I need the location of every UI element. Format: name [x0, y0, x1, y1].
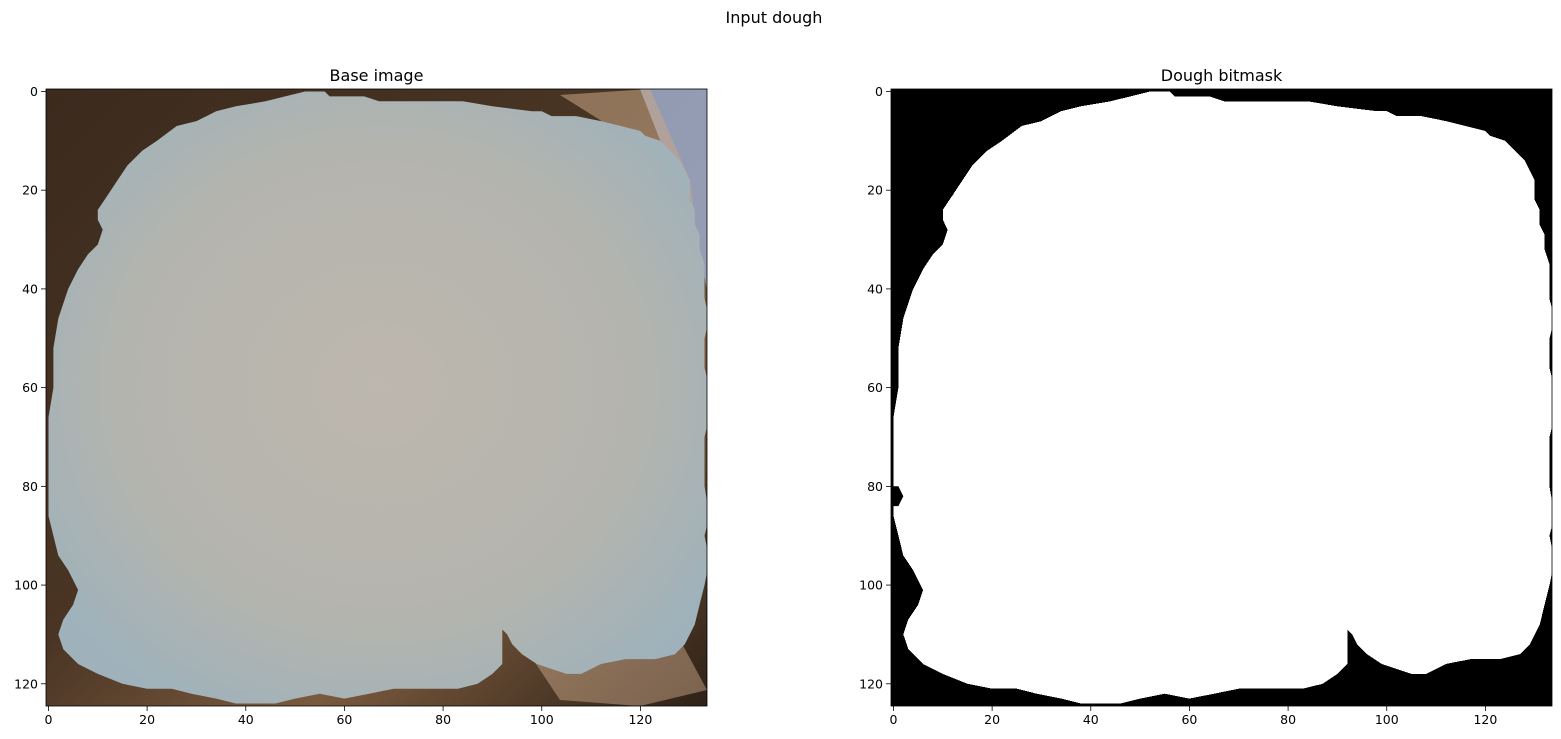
- image-top-right-surface: [640, 89, 707, 290]
- xtick-label-left-40: 40: [238, 712, 254, 727]
- axis-ticks-left: 0 20 40 60 80 100 120 0 20 40 60 80 100 120: [14, 84, 652, 727]
- ytick-label-right-20: 20: [867, 183, 883, 198]
- ytick-label-left-120: 120: [14, 676, 38, 691]
- xtick-label-right-60: 60: [1181, 712, 1197, 727]
- xtick-label-left-0: 0: [44, 712, 52, 727]
- xtick-label-left-80: 80: [435, 712, 451, 727]
- ytick-label-left-40: 40: [22, 281, 38, 296]
- xtick-label-left-120: 120: [628, 712, 652, 727]
- mask-foreground: [893, 91, 1552, 704]
- ytick-label-left-20: 20: [22, 183, 38, 198]
- xtick-label-right-0: 0: [889, 712, 897, 727]
- image-dough: [48, 91, 707, 704]
- ytick-label-left-60: 60: [22, 380, 38, 395]
- xtick-label-left-100: 100: [530, 712, 554, 727]
- xtick-label-left-60: 60: [336, 712, 352, 727]
- axes-frame-left: [45, 88, 708, 707]
- axis-ticks-right: 0 20 40 60 80 100 120 0 20 40 60 80 100 120: [859, 84, 1497, 727]
- ytick-label-right-0: 0: [875, 84, 883, 99]
- panel-dough-bitmask: Dough bitmask 0 20 40 60 80 100 120 0 20 40 60 80 10…: [859, 66, 1553, 727]
- xtick-label-right-80: 80: [1280, 712, 1296, 727]
- panel-base-image: Base image 0 20 40 60 80 100 120 0 20 40 60 80 100 12…: [14, 66, 708, 727]
- panel-title-dough-bitmask: Dough bitmask: [1161, 66, 1283, 85]
- xtick-label-left-20: 20: [139, 712, 155, 727]
- panel-title-base-image: Base image: [330, 66, 424, 85]
- xtick-label-right-40: 40: [1083, 712, 1099, 727]
- ytick-label-right-120: 120: [859, 676, 883, 691]
- mask-hole: [893, 486, 904, 507]
- figure-suptitle: Input dough: [726, 8, 823, 27]
- xtick-label-right-20: 20: [984, 712, 1000, 727]
- ytick-label-right-40: 40: [867, 281, 883, 296]
- xtick-label-right-120: 120: [1473, 712, 1497, 727]
- ytick-label-right-60: 60: [867, 380, 883, 395]
- axes-frame-right: [890, 88, 1553, 707]
- ytick-label-right-100: 100: [859, 578, 883, 593]
- ytick-label-left-80: 80: [22, 479, 38, 494]
- xtick-label-right-100: 100: [1375, 712, 1399, 727]
- ytick-label-right-80: 80: [867, 479, 883, 494]
- ytick-label-left-0: 0: [30, 84, 38, 99]
- ytick-label-left-100: 100: [14, 578, 38, 593]
- image-wood-highlight: [560, 89, 705, 300]
